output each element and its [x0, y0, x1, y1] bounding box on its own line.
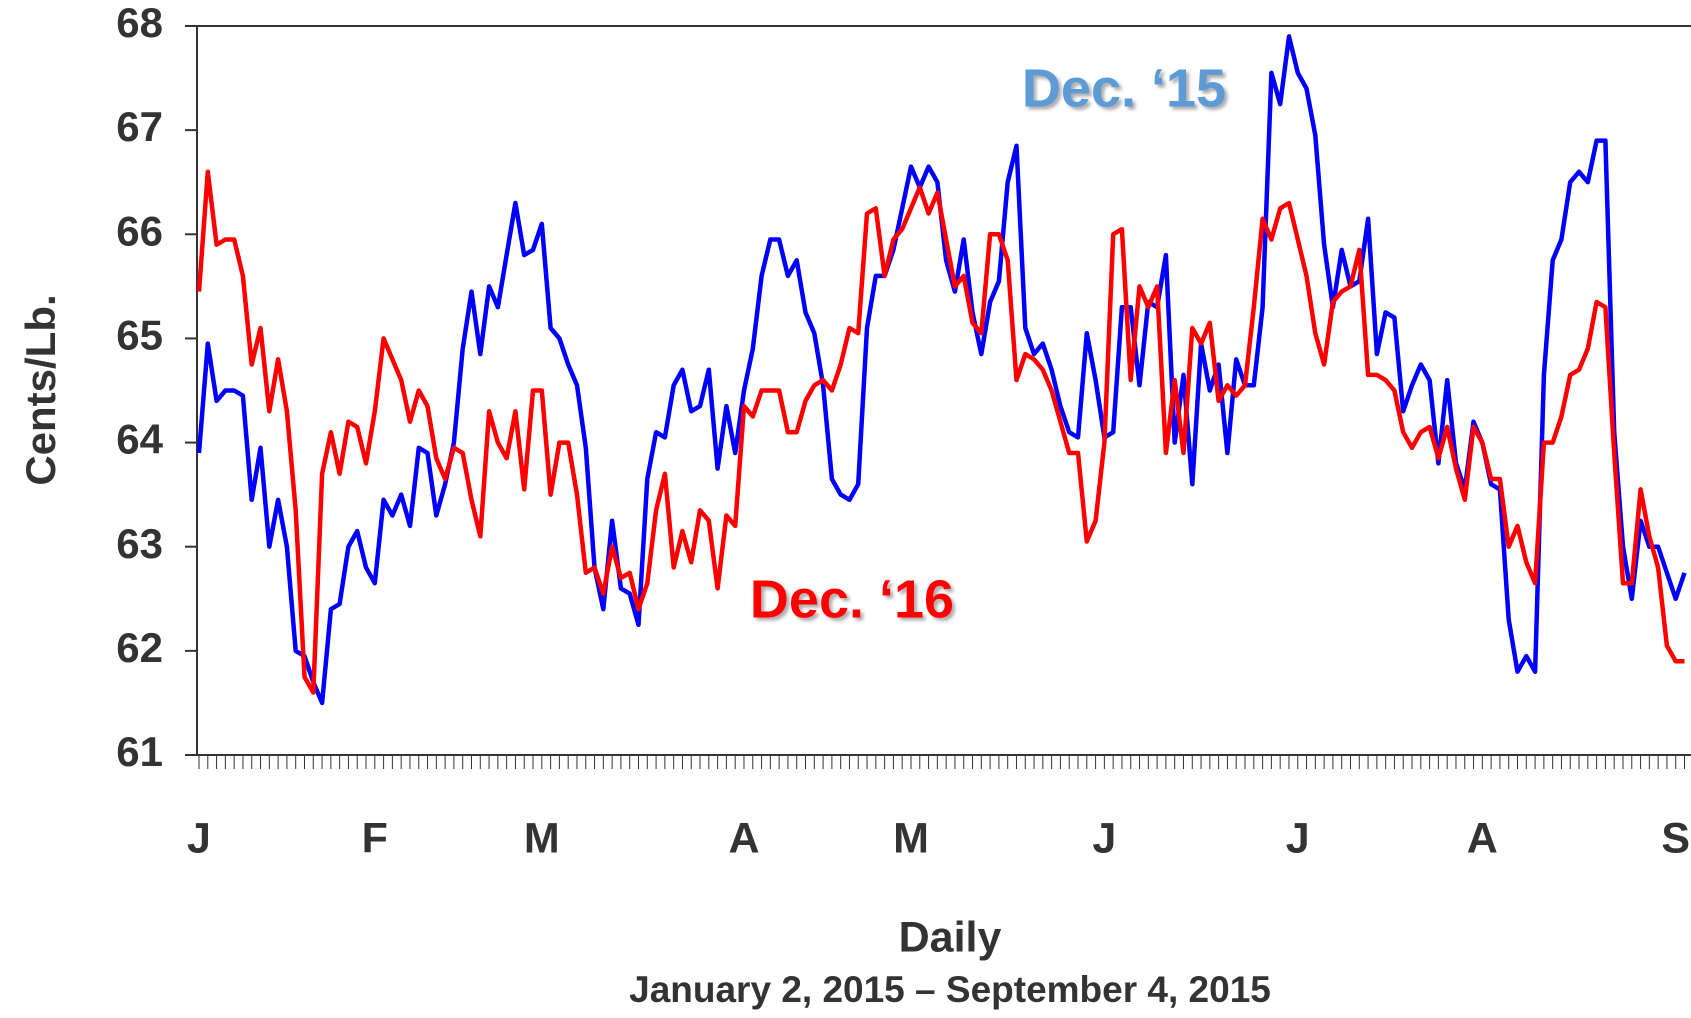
y-tick-label: 62 [116, 624, 163, 671]
y-axis-title: Cents/Lb. [17, 294, 64, 485]
y-tick-label: 68 [116, 0, 163, 46]
x-tick-label: J [187, 814, 211, 862]
x-tick-label: J [1286, 814, 1310, 862]
x-axis-title: Daily [899, 913, 1002, 961]
y-tick-label: 65 [116, 312, 163, 359]
series-label: Dec. ‘16 [750, 569, 954, 629]
x-tick-label: M [524, 814, 560, 862]
series-label: Dec. ‘15 [1022, 58, 1226, 118]
series-labels: Dec. ‘15 Dec. ‘16 [750, 58, 1226, 629]
ticks: 61 62 63 64 65 66 67 68 J F M A M J J A S [116, 0, 1690, 862]
x-tick-label: J [1092, 814, 1116, 862]
x-tick-label: M [893, 814, 929, 862]
y-tick-label: 67 [116, 103, 163, 150]
y-tick-label: 64 [116, 416, 163, 463]
series-line [196, 169, 1685, 695]
subtitle: January 2, 2015 – September 4, 2015 [629, 969, 1271, 1010]
x-tick-label: A [728, 814, 759, 862]
y-tick-label: 66 [116, 207, 163, 254]
x-tick-label: A [1467, 814, 1498, 862]
x-tick-label: S [1661, 814, 1690, 862]
y-tick-label: 63 [116, 520, 163, 567]
y-tick-label: 61 [116, 728, 163, 775]
lines [196, 34, 1687, 706]
x-tick-label: F [362, 814, 388, 862]
